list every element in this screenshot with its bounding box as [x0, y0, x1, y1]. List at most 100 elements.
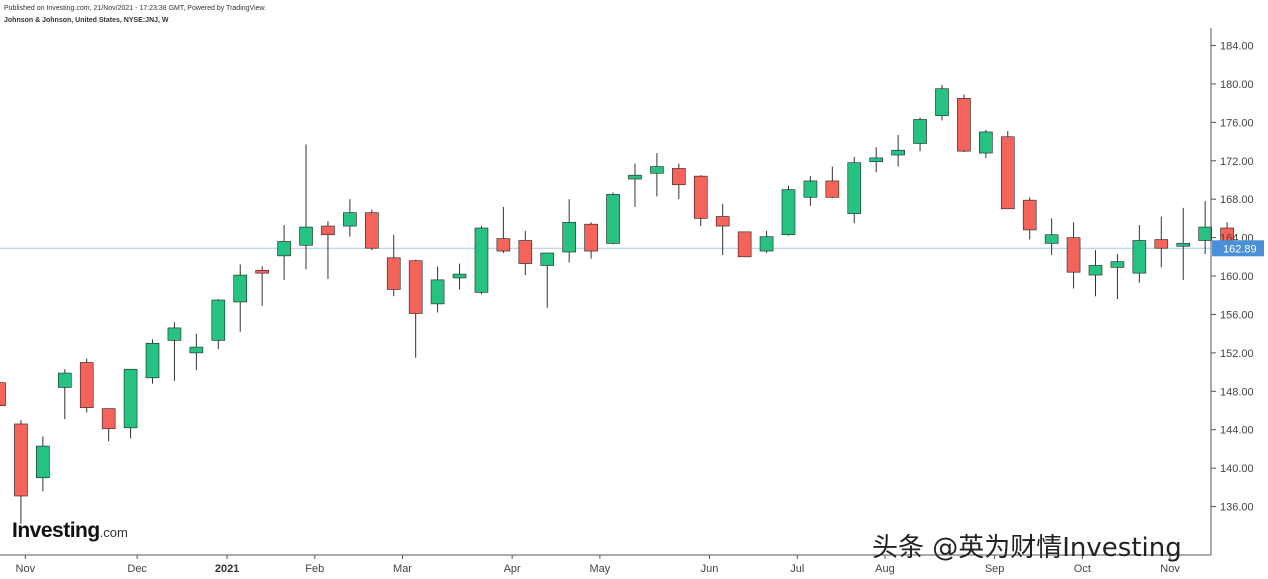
candle	[36, 436, 50, 492]
candle-body-down	[321, 225, 335, 236]
candle-body-up	[891, 149, 905, 156]
candle	[957, 94, 971, 153]
candle	[1110, 253, 1125, 300]
candle-body-down	[79, 362, 94, 408]
candle-body-up	[628, 174, 642, 180]
candle	[979, 130, 993, 158]
candle-body-up	[1132, 240, 1147, 274]
candle	[869, 147, 884, 173]
candle	[496, 206, 511, 253]
candle-body-up	[869, 157, 884, 163]
candle-body-up	[803, 180, 818, 198]
x-tick-label: Oct	[1074, 563, 1091, 575]
y-tick-label: 180.00	[1220, 79, 1254, 91]
x-tick-label: Apr	[504, 563, 521, 575]
y-tick-label: 144.00	[1220, 425, 1254, 437]
candle	[825, 166, 840, 199]
candle	[1022, 197, 1037, 240]
last-price-label: 162.89	[1212, 240, 1264, 257]
candle	[803, 176, 818, 206]
candle	[1154, 216, 1169, 268]
candle	[299, 144, 313, 270]
candle-body-down	[408, 260, 423, 314]
candle-body-up	[167, 327, 182, 341]
candle	[913, 117, 927, 152]
candle-body-up	[343, 212, 357, 227]
candle	[211, 299, 226, 350]
candle	[0, 382, 6, 407]
candle-body-down	[1000, 136, 1015, 210]
candle-body-down	[518, 240, 533, 264]
candle	[781, 185, 796, 236]
candle-body-up	[233, 274, 248, 303]
candle-body-down	[1154, 239, 1169, 249]
candle	[1066, 222, 1081, 289]
x-tick-label: 2021	[215, 563, 239, 575]
x-tick-label: Sep	[985, 563, 1005, 575]
candle	[759, 230, 774, 253]
candle-body-up	[189, 346, 204, 354]
y-tick-label: 152.00	[1220, 348, 1254, 360]
candle-body-up	[759, 236, 774, 252]
candle-body-down	[825, 180, 840, 198]
candle-body-up	[474, 227, 489, 293]
y-tick-label: 168.00	[1220, 194, 1254, 206]
candle	[1132, 225, 1147, 283]
candle-body-up	[36, 445, 50, 479]
candle	[628, 163, 642, 207]
candle-body-up	[211, 299, 226, 341]
candle	[343, 199, 357, 237]
candle	[693, 175, 708, 227]
candle	[518, 230, 533, 276]
last-price-value: 162.89	[1223, 243, 1257, 255]
candle-body-down	[584, 223, 598, 252]
y-tick-label: 184.00	[1220, 41, 1254, 53]
x-tick-label: Nov	[1160, 563, 1180, 575]
candle	[101, 408, 116, 442]
candle	[365, 209, 379, 251]
candle	[277, 225, 291, 280]
candle-body-up	[1044, 234, 1059, 244]
y-tick-label: 140.00	[1220, 463, 1254, 475]
candle-body-up	[781, 189, 796, 236]
y-tick-label: 136.00	[1220, 502, 1254, 514]
candle	[233, 264, 248, 332]
candle	[1088, 250, 1103, 297]
candle-body-down	[496, 238, 511, 252]
candle	[57, 369, 72, 420]
candle-body-down	[386, 257, 401, 290]
candle	[584, 222, 598, 259]
candle-body-down	[14, 423, 28, 497]
x-tick-label: May	[589, 563, 610, 575]
candle-body-up	[562, 221, 576, 253]
candle-body-up	[1176, 243, 1191, 247]
last-price-badge	[1212, 240, 1264, 257]
candle	[123, 368, 138, 439]
y-tick-label: 156.00	[1220, 309, 1254, 321]
candle-body-up	[1088, 265, 1103, 276]
candle	[650, 153, 664, 197]
y-tick-label: 160.00	[1220, 271, 1254, 283]
candle-body-up	[1198, 226, 1212, 241]
candle	[562, 199, 576, 263]
x-tick-label: Aug	[875, 563, 895, 575]
candle-body-up	[277, 241, 291, 257]
candle	[540, 252, 555, 308]
candle-body-up	[123, 368, 138, 429]
candle-body-down	[365, 212, 379, 249]
candle	[452, 263, 467, 290]
candle	[321, 221, 335, 279]
candle	[1000, 130, 1015, 210]
candle	[255, 266, 269, 306]
candle-body-up	[430, 279, 445, 305]
candles-layer	[0, 84, 1234, 524]
x-tick-label: Feb	[305, 563, 324, 575]
candle-body-down	[957, 98, 971, 152]
publish-info: Published on Investing.com, 21/Nov/2021 …	[4, 5, 267, 12]
candle	[606, 192, 620, 245]
candle-body-down	[737, 231, 752, 258]
candle-body-up	[540, 252, 555, 266]
candle-body-up	[57, 372, 72, 388]
candle	[847, 156, 862, 224]
